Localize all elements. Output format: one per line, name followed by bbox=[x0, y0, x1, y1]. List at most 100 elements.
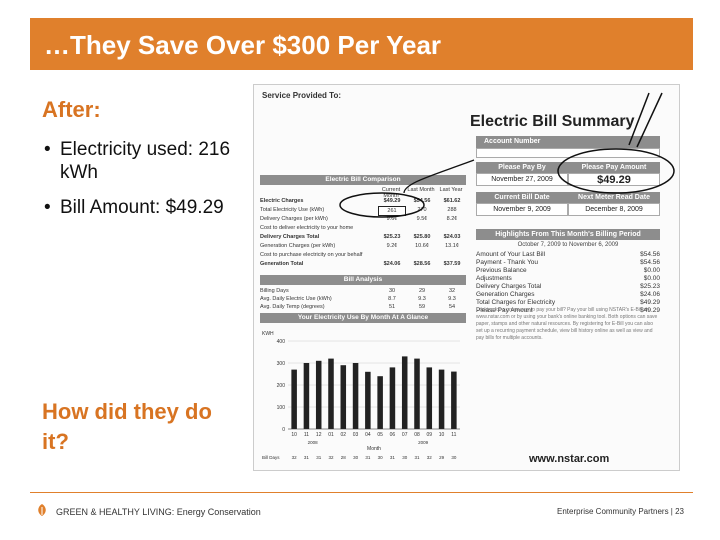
bullet-icon: • bbox=[44, 139, 51, 160]
highlight-value: $0.00 bbox=[643, 275, 660, 282]
highlight-label: Previous Balance bbox=[476, 267, 527, 274]
bar bbox=[377, 376, 383, 429]
nstar-url: www.nstar.com bbox=[529, 453, 610, 465]
bar bbox=[426, 367, 433, 429]
col-header: Last Month bbox=[407, 187, 435, 193]
account-label: Account Number bbox=[476, 136, 660, 148]
billing-days-value: 29 bbox=[439, 455, 445, 460]
analysis-row: Billing Days 30 29 32 bbox=[260, 287, 466, 295]
bullet-item: • Electricity used: 216 kWh bbox=[44, 138, 244, 184]
billing-days-value: 31 bbox=[304, 455, 310, 460]
arrow-path bbox=[403, 159, 475, 194]
bar bbox=[315, 360, 322, 429]
highlight-row: Delivery Charges Total $25.23 bbox=[476, 283, 660, 291]
comparison-row: Cost to deliver electricity to your home bbox=[260, 224, 466, 232]
billing-days-value: 31 bbox=[365, 455, 371, 460]
comparison-row: Generation Charges (per kWh) 9.2¢ 10.6¢ 13.… bbox=[260, 242, 466, 250]
y-axis-label: KWH bbox=[262, 331, 274, 337]
cell-last-year: 9.3 bbox=[448, 296, 456, 302]
cell-last-year: 288 bbox=[447, 207, 457, 213]
row-label: Electric Charges bbox=[260, 198, 304, 204]
cell-last-month: $28.56 bbox=[413, 261, 431, 267]
col-header: Current Month bbox=[381, 187, 401, 199]
bar bbox=[291, 369, 297, 429]
y-tick-label: 100 bbox=[277, 405, 286, 411]
cell-last-year: $61.62 bbox=[443, 198, 461, 204]
x-tick-label: 09 bbox=[427, 432, 433, 438]
bullet-text: Electricity used: 216 kWh bbox=[60, 139, 231, 183]
cell-last-month: 9.3 bbox=[418, 296, 426, 302]
usage-chart: KWH 0 100 200 300 400 10 32 11 31 12 31 01 32 02 28 03 30… bbox=[262, 331, 460, 460]
row-label: Generation Charges (per kWh) bbox=[260, 243, 336, 249]
row-label: Avg. Daily Electric Use (kWh) bbox=[260, 296, 332, 302]
highlight-row: Generation Charges $24.06 bbox=[476, 291, 660, 299]
x-tick-label: 12 bbox=[316, 432, 322, 438]
comparison-row: Delivery Charges Total $25.23 $25.80 $24.03 bbox=[260, 233, 466, 241]
cell-current: 51 bbox=[388, 304, 396, 310]
col-header: Last Year bbox=[439, 187, 463, 193]
cell-last-month: 270 bbox=[417, 207, 427, 213]
row-label: Delivery Charges Total bbox=[260, 234, 320, 240]
account-value-box bbox=[476, 148, 660, 158]
comparison-row: Cost to purchase electricity on your beh… bbox=[260, 251, 466, 259]
bar bbox=[328, 358, 334, 429]
bullet-list: • Electricity used: 216 kWh • Bill Amount:… bbox=[44, 138, 244, 231]
footer-left: GREEN & HEALTHY LIVING: Energy Conservat… bbox=[56, 507, 261, 517]
x-tick-label: 06 bbox=[390, 432, 396, 438]
row-label: Delivery Charges (per kWh) bbox=[260, 216, 328, 222]
x-tick-label: 11 bbox=[451, 432, 456, 438]
x-tick-label: 07 bbox=[402, 432, 408, 438]
billing-days-value: 30 bbox=[378, 455, 384, 460]
footer-right: Enterprise Community Partners | 23 bbox=[556, 507, 684, 516]
highlight-row: Please Pay Amount $49.29 bbox=[476, 307, 660, 315]
highlight-row: Total Charges for Electricity $49.29 bbox=[476, 299, 660, 307]
arrow-line bbox=[628, 92, 650, 146]
row-label: Billing Days bbox=[260, 288, 289, 294]
cell-last-year: $24.03 bbox=[443, 234, 461, 240]
cell-last-year: 8.2¢ bbox=[446, 216, 458, 222]
y-tick-label: 0 bbox=[282, 427, 285, 433]
comparison-row: Delivery Charges (per kWh) 9.6¢ 9.5¢ 8.2¢ bbox=[260, 215, 466, 223]
cell-current: $49.29 bbox=[383, 198, 401, 204]
cell-current: $24.06 bbox=[383, 261, 401, 267]
bullet-item: • Bill Amount: $49.29 bbox=[44, 196, 244, 219]
row-label: Generation Total bbox=[260, 261, 304, 267]
highlight-circle bbox=[339, 192, 425, 218]
billing-days-value: 32 bbox=[427, 455, 433, 460]
bar bbox=[438, 369, 445, 429]
x-tick-label: 05 bbox=[377, 432, 383, 438]
current-date-label: Current Bill Date bbox=[476, 192, 568, 203]
billing-days-value: 31 bbox=[414, 455, 420, 460]
title-bar: …They Save Over $300 Per Year bbox=[30, 18, 693, 70]
analysis-title: Bill Analysis bbox=[260, 275, 466, 285]
x-tick-label: 11 bbox=[304, 432, 309, 438]
bullet-icon: • bbox=[44, 197, 51, 218]
highlight-circle bbox=[557, 148, 675, 194]
row-label: Cost to purchase electricity on your beh… bbox=[260, 252, 363, 258]
analysis-row: Avg. Daily Electric Use (kWh) 8.7 9.3 9.3 bbox=[260, 295, 466, 303]
cell-last-month: 59 bbox=[418, 304, 426, 310]
highlight-label: Total Charges for Electricity bbox=[476, 299, 556, 306]
fine-print: Looking for a green way to pay your bill… bbox=[476, 307, 658, 341]
question-text: How did they do it? bbox=[42, 399, 212, 454]
billing-days-value: 30 bbox=[451, 455, 457, 460]
highlight-label: Generation Charges bbox=[476, 291, 535, 298]
y-tick-label: 300 bbox=[277, 361, 286, 367]
billing-days-value: 31 bbox=[316, 455, 322, 460]
cell-last-month: 10.6¢ bbox=[415, 243, 429, 249]
annotation-arrows bbox=[339, 92, 675, 218]
bill-image: Service Provided To: Electric Bill Summa… bbox=[253, 84, 680, 471]
next-read-date: December 8, 2009 bbox=[568, 203, 660, 216]
row-label: Avg. Daily Temp (degrees) bbox=[260, 304, 325, 310]
cell-current: 9.6¢ bbox=[386, 216, 398, 222]
slide-title: …They Save Over $300 Per Year bbox=[44, 30, 442, 60]
bar bbox=[303, 363, 310, 429]
x-tick-label: 01 bbox=[328, 432, 334, 438]
highlight-label: Delivery Charges Total bbox=[476, 283, 542, 290]
highlight-value: $24.06 bbox=[640, 291, 660, 298]
highlight-label: Adjustments bbox=[476, 275, 512, 282]
highlight-label: Amount of Your Last Bill bbox=[476, 251, 546, 258]
cell-current: 30 bbox=[388, 288, 396, 294]
x-tick-label: 02 bbox=[341, 432, 347, 438]
highlight-value: $54.56 bbox=[640, 259, 660, 266]
